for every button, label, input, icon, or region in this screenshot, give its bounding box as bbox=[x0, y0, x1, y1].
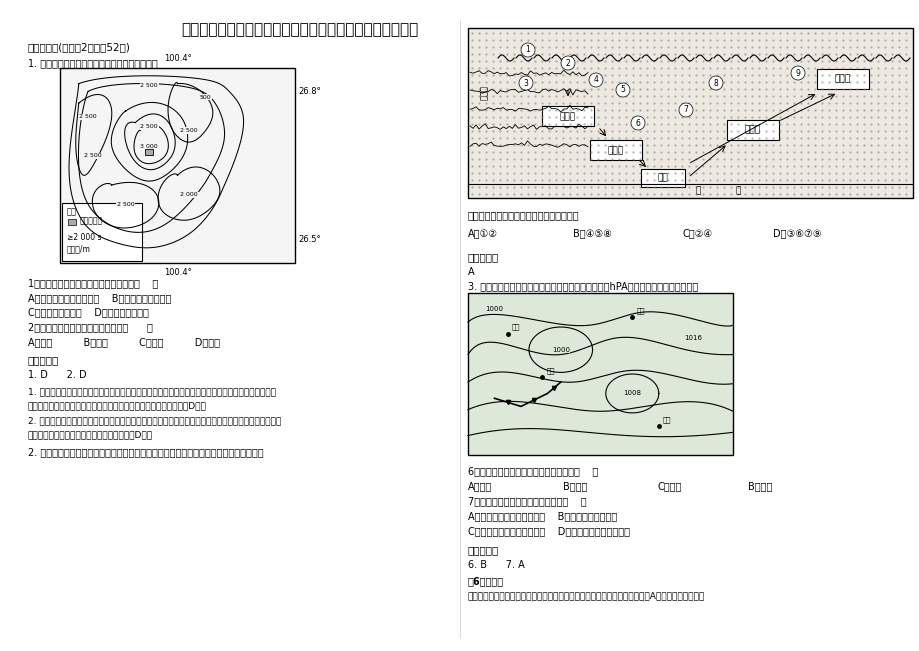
Text: ≥2 000 s: ≥2 000 s bbox=[67, 232, 101, 242]
Text: B．④⑤⑧: B．④⑤⑧ bbox=[573, 228, 611, 238]
Text: 沉积岩: 沉积岩 bbox=[560, 112, 575, 121]
Bar bbox=[62, 203, 142, 261]
Text: 幔: 幔 bbox=[734, 187, 740, 196]
Text: 2 500: 2 500 bbox=[117, 202, 134, 207]
Bar bbox=[468, 293, 732, 455]
Bar bbox=[145, 149, 153, 155]
Text: A．春季          B．夏季          C．秋季          D．冬季: A．春季 B．夏季 C．秋季 D．冬季 bbox=[28, 337, 220, 347]
Text: 侵入岩: 侵入岩 bbox=[744, 126, 760, 135]
Text: 6: 6 bbox=[635, 118, 640, 128]
Text: 2 500: 2 500 bbox=[180, 128, 198, 133]
Text: 2 500: 2 500 bbox=[79, 114, 96, 119]
Text: 地: 地 bbox=[695, 187, 700, 196]
Text: 喷出岩: 喷出岩 bbox=[834, 74, 850, 83]
Text: 2 000: 2 000 bbox=[180, 192, 198, 197]
Text: 9: 9 bbox=[795, 68, 800, 77]
Circle shape bbox=[588, 73, 602, 87]
Text: 2．该光学天文台最佳的观测季节是（      ）: 2．该光学天文台最佳的观测季节是（ ） bbox=[28, 322, 153, 332]
Text: 2. 由经纬度可知，该天文台位于四川盆地，属于亚热带季风气候区，除冬季外，其他季节降水较多。而光: 2. 由经纬度可知，该天文台位于四川盆地，属于亚热带季风气候区，除冬季外，其他季… bbox=[28, 416, 281, 425]
Text: 500: 500 bbox=[199, 95, 211, 100]
Text: 1. D      2. D: 1. D 2. D bbox=[28, 370, 86, 380]
Text: B．成都: B．成都 bbox=[562, 481, 586, 491]
Text: A．郑州: A．郑州 bbox=[468, 481, 492, 491]
Text: 100.4°: 100.4° bbox=[164, 54, 191, 63]
Text: 参考答案：: 参考答案： bbox=[468, 252, 499, 262]
Text: 1. 从等高线图可以看出该天文台海拔高，由于空气稀薄，夜晚降温较快，气温低于周边地区，根据热力: 1. 从等高线图可以看出该天文台海拔高，由于空气稀薄，夜晚降温较快，气温低于周边… bbox=[28, 387, 276, 396]
Text: 2 500: 2 500 bbox=[141, 83, 158, 88]
Text: 3 000: 3 000 bbox=[141, 143, 158, 148]
Circle shape bbox=[520, 43, 535, 57]
Text: 等高线/m: 等高线/m bbox=[67, 245, 91, 253]
Circle shape bbox=[630, 116, 644, 130]
Text: D．③⑥⑦⑨: D．③⑥⑦⑨ bbox=[772, 228, 821, 238]
Text: 一、选择题(每小题2分，共52分): 一、选择题(每小题2分，共52分) bbox=[28, 42, 130, 52]
Text: 3: 3 bbox=[523, 79, 528, 87]
Text: C．云南大部分地区阴雨冷湿    D．该天气系统为快行冷锋: C．云南大部分地区阴雨冷湿 D．该天气系统为快行冷锋 bbox=[468, 526, 630, 536]
Text: 1000: 1000 bbox=[551, 347, 569, 353]
Text: 读图可知，郑州此时水平气压梯度力大致由西指向东，风向右偏形成西北风，A不符合题意；读图可: 读图可知，郑州此时水平气压梯度力大致由西指向东，风向右偏形成西北风，A不符合题意… bbox=[468, 591, 705, 600]
Text: A．①②: A．①② bbox=[468, 228, 497, 238]
Text: 100.4°: 100.4° bbox=[164, 268, 191, 277]
Text: 1008: 1008 bbox=[623, 391, 641, 396]
Text: 5: 5 bbox=[620, 85, 625, 94]
Circle shape bbox=[790, 66, 804, 80]
Text: 1016: 1016 bbox=[684, 335, 701, 341]
Text: 变质岩: 变质岩 bbox=[607, 146, 623, 155]
Text: B．广州: B．广州 bbox=[747, 481, 772, 491]
Text: 堆积岩: 堆积岩 bbox=[479, 85, 488, 100]
Circle shape bbox=[678, 103, 692, 117]
Text: 2 500: 2 500 bbox=[141, 124, 158, 129]
Bar bbox=[589, 141, 641, 160]
Text: 郑州: 郑州 bbox=[636, 308, 644, 314]
Bar bbox=[60, 68, 295, 263]
Text: 图例: 图例 bbox=[67, 207, 77, 216]
Text: 参考答案：: 参考答案： bbox=[468, 545, 499, 555]
Text: 成都: 成都 bbox=[546, 368, 554, 374]
Bar bbox=[641, 169, 685, 187]
Text: 参考答案：: 参考答案： bbox=[28, 355, 59, 365]
Text: 1. 读我国某区域等高线示意图，回答下列各题。: 1. 读我国某区域等高线示意图，回答下列各题。 bbox=[28, 58, 157, 68]
Text: 26.8°: 26.8° bbox=[298, 87, 321, 96]
Bar bbox=[468, 28, 912, 198]
Text: C．兰州: C．兰州 bbox=[657, 481, 682, 491]
Bar bbox=[726, 120, 778, 140]
Text: 环流原理，夜晚温度低，天文台附近难行下沉气流，多晴朗天气。选D项。: 环流原理，夜晚温度低，天文台附近难行下沉气流，多晴朗天气。选D项。 bbox=[28, 401, 207, 410]
Text: 2 500: 2 500 bbox=[84, 153, 102, 158]
Text: 6. B      7. A: 6. B 7. A bbox=[468, 560, 524, 570]
Bar bbox=[816, 69, 868, 89]
Text: 1．天文台所在地晴夜多于周边的原因是（    ）: 1．天文台所在地晴夜多于周边的原因是（ ） bbox=[28, 278, 158, 288]
Text: A．常年受湿热带高压控制    B．地处西南风背风坡: A．常年受湿热带高压控制 B．地处西南风背风坡 bbox=[28, 293, 171, 303]
Text: 学天文台须在晴朗天气条件下进行观测，故选D项。: 学天文台须在晴朗天气条件下进行观测，故选D项。 bbox=[28, 430, 153, 439]
Bar bbox=[541, 106, 594, 126]
Text: 4: 4 bbox=[593, 76, 597, 85]
Bar bbox=[68, 219, 76, 225]
Text: A．其形成受云贵高原的影响    B．形成于我国的夏季: A．其形成受云贵高原的影响 B．形成于我国的夏季 bbox=[468, 511, 617, 521]
Text: 6．此时，下列城市中风向为偏南风的是（    ）: 6．此时，下列城市中风向为偏南风的是（ ） bbox=[468, 466, 597, 476]
Text: C．白天多上升气流    D．夜晚多下沉气流: C．白天多上升气流 D．夜晚多下沉气流 bbox=[28, 307, 149, 317]
Text: 图中与煤炭资源形成相关的地质作用过程是: 图中与煤炭资源形成相关的地质作用过程是 bbox=[468, 210, 579, 220]
Text: 2. 在一定的地质作用下，某些有用的矿物富集形成了矿产。读地壳物质循环示意图，完成: 2. 在一定的地质作用下，某些有用的矿物富集形成了矿产。读地壳物质循环示意图，完… bbox=[28, 447, 264, 457]
Text: 2: 2 bbox=[565, 59, 570, 68]
Circle shape bbox=[616, 83, 630, 97]
Text: 兰州: 兰州 bbox=[511, 324, 519, 331]
Text: 26.5°: 26.5° bbox=[298, 235, 321, 244]
Text: 广州: 广州 bbox=[662, 416, 671, 423]
Text: 3. 下图为我国局部地区近地面等压线分布图（单位：hPA），读图，完成下面小题。: 3. 下图为我国局部地区近地面等压线分布图（单位：hPA），读图，完成下面小题。 bbox=[468, 281, 698, 291]
Text: 1: 1 bbox=[525, 46, 529, 55]
Text: 岩浆: 岩浆 bbox=[657, 173, 667, 182]
Text: A: A bbox=[468, 267, 474, 277]
Circle shape bbox=[709, 76, 722, 90]
Text: 光学天文台: 光学天文台 bbox=[80, 217, 103, 225]
Text: 8: 8 bbox=[713, 79, 718, 87]
Circle shape bbox=[518, 76, 532, 90]
Text: 【6题详解】: 【6题详解】 bbox=[468, 576, 504, 586]
Text: C．②④: C．②④ bbox=[682, 228, 712, 238]
Text: 7: 7 bbox=[683, 105, 687, 115]
Circle shape bbox=[561, 56, 574, 70]
Text: 湖南省张家界市樵子湾中学高三地理下学期期末试题含解析: 湖南省张家界市樵子湾中学高三地理下学期期末试题含解析 bbox=[181, 22, 418, 37]
Text: 7．关于甲天气系统的叙述正确的是（    ）: 7．关于甲天气系统的叙述正确的是（ ） bbox=[468, 496, 586, 506]
Text: 1000: 1000 bbox=[485, 306, 503, 312]
